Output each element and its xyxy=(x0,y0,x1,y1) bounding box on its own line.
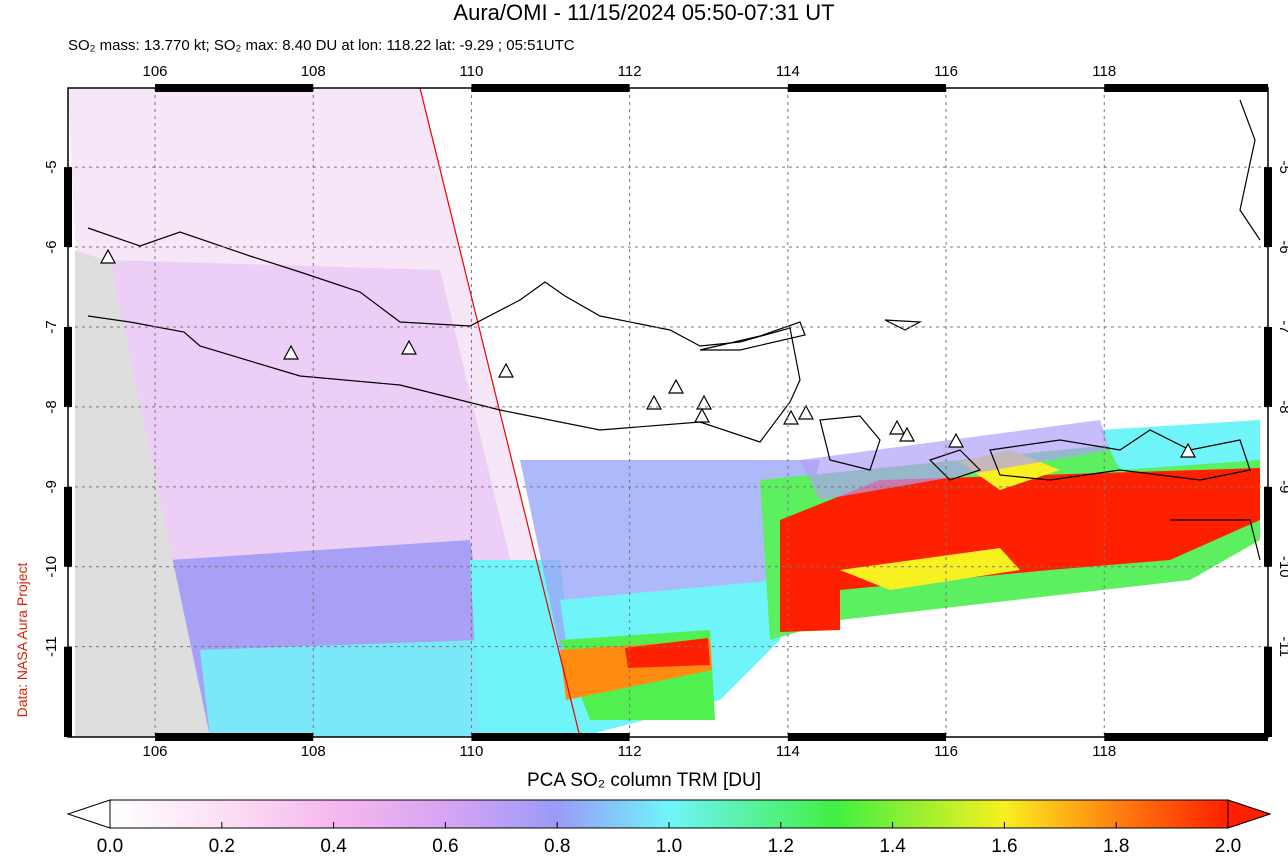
x-tick-label-top: 114 xyxy=(776,63,800,80)
colorbar-tick-label: 0.6 xyxy=(432,836,458,855)
frame-bar xyxy=(64,326,72,407)
frame-bar xyxy=(64,167,72,248)
x-tick-label-top: 108 xyxy=(301,63,326,80)
title: Aura/OMI - 11/15/2024 05:50-07:31 UT xyxy=(453,0,834,25)
frame-bar xyxy=(155,84,314,92)
colorbar-tick-label: 0.4 xyxy=(320,836,347,855)
colorbar-low-end xyxy=(66,799,111,829)
frame-bar xyxy=(471,84,630,92)
map-field xyxy=(68,88,1268,737)
frame-bar xyxy=(1264,326,1272,407)
y-tick-label-left: -9 xyxy=(43,480,60,493)
frame-bar xyxy=(64,646,72,737)
x-tick-label-bottom: 114 xyxy=(776,743,800,760)
y-tick-label-left: -7 xyxy=(43,320,60,333)
x-tick-label-bottom: 116 xyxy=(934,743,958,760)
x-tick-label-bottom: 112 xyxy=(618,743,642,760)
y-tick-label-right: -7 xyxy=(1276,320,1288,333)
frame-bar xyxy=(1264,167,1272,248)
colorbar-tick-label: 1.2 xyxy=(768,836,794,855)
y-tick-label-right: -11 xyxy=(1276,636,1288,657)
frame-bar xyxy=(471,733,630,741)
frame-bar xyxy=(1264,486,1272,567)
y-tick-label-right: -5 xyxy=(1276,160,1288,173)
x-tick-label-top: 112 xyxy=(618,63,642,80)
colorbar-tick-label: 2.0 xyxy=(1215,836,1241,855)
y-tick-label-right: -6 xyxy=(1276,240,1288,253)
colorbar-tick-label: 0.0 xyxy=(97,836,123,855)
y-tick-label-left: -8 xyxy=(43,400,60,413)
frame-bar xyxy=(1104,733,1268,741)
y-tick-label-right: -8 xyxy=(1276,400,1288,413)
frame-bar xyxy=(1104,84,1268,92)
colorbar-tick-label: 1.8 xyxy=(1103,836,1129,855)
colorbar-tick-label: 1.0 xyxy=(656,836,682,855)
x-tick-label-bottom: 108 xyxy=(301,743,326,760)
colorbar-tick-label: 1.4 xyxy=(879,836,906,855)
frame-bar xyxy=(1264,646,1272,737)
y-tick-label-left: -5 xyxy=(43,160,60,173)
x-tick-label-top: 106 xyxy=(142,63,167,80)
map-frame xyxy=(67,87,1269,738)
frame-bar xyxy=(787,733,947,741)
x-tick-label-bottom: 118 xyxy=(1092,743,1116,760)
colorbar-tick-label: 0.2 xyxy=(209,836,235,855)
x-tick-label-bottom: 106 xyxy=(142,743,167,760)
x-tick-label-top: 110 xyxy=(459,63,483,80)
y-tick-label-left: -11 xyxy=(43,636,60,657)
frame-bar xyxy=(64,486,72,567)
credit: Data: NASA Aura Project xyxy=(14,562,30,717)
frame-bar xyxy=(787,84,947,92)
colorbar-label: PCA SO₂ column TRM [DU] xyxy=(527,770,761,791)
x-tick-label-top: 116 xyxy=(934,63,958,80)
y-tick-label-left: -10 xyxy=(43,556,60,578)
colorbar-tick-label: 1.6 xyxy=(991,836,1017,855)
frame-bar xyxy=(155,733,314,741)
colorbar-high-end xyxy=(1227,799,1272,829)
x-tick-label-bottom: 110 xyxy=(459,743,483,760)
y-tick-label-left: -6 xyxy=(43,240,60,253)
subtitle: SO₂ mass: 13.770 kt; SO₂ max: 8.40 DU at… xyxy=(68,37,575,54)
colorbar-tick-label: 0.8 xyxy=(544,836,570,855)
y-tick-label-right: -9 xyxy=(1276,480,1288,493)
x-tick-label-top: 118 xyxy=(1092,63,1116,80)
y-tick-label-right: -10 xyxy=(1276,556,1288,578)
